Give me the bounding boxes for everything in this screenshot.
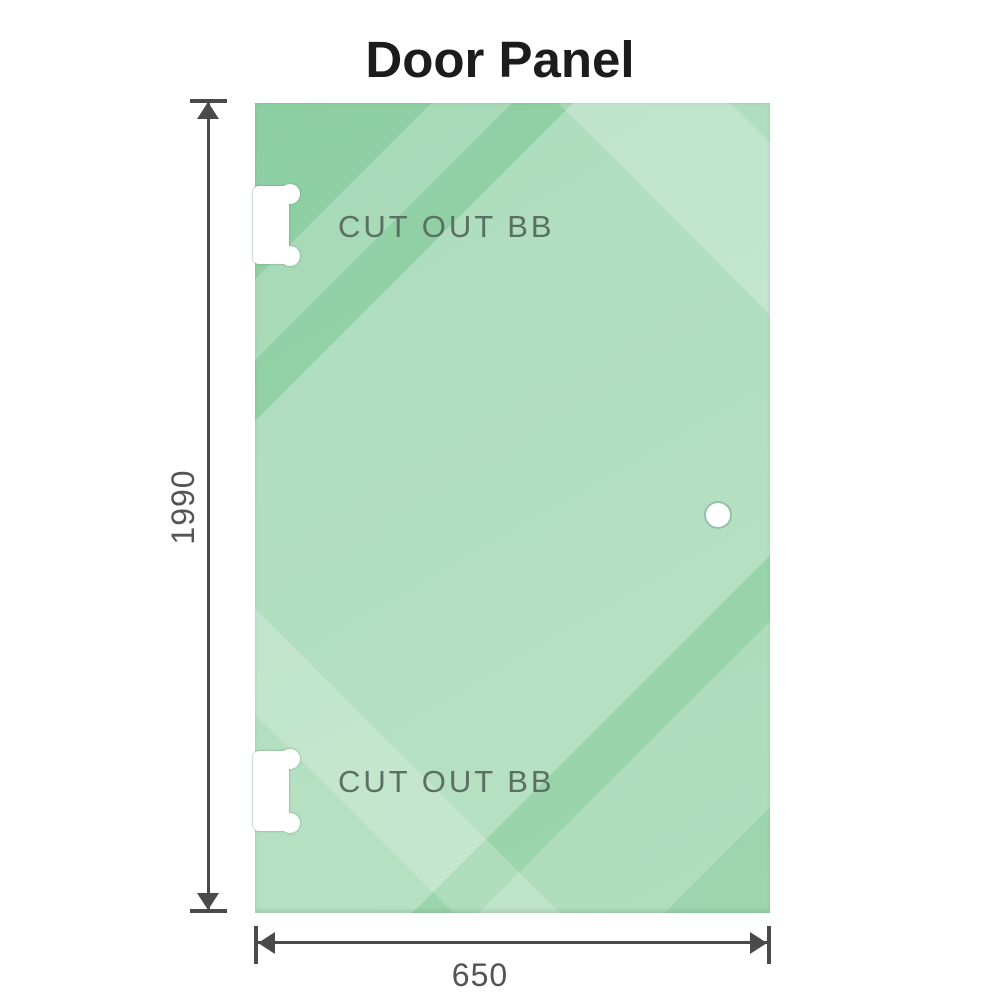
arrow-right-icon <box>750 932 767 954</box>
dimension-line <box>257 941 768 944</box>
dimension-end-tick <box>190 909 227 913</box>
arrow-left-icon <box>258 932 275 954</box>
width-dimension-label: 650 <box>451 957 509 993</box>
cutout-drill-lobe <box>280 813 300 833</box>
arrow-up-icon <box>197 102 219 119</box>
height-dimension-label: 1990 <box>165 469 201 545</box>
dimension-end-tick <box>767 926 771 964</box>
dimension-end-tick <box>254 926 258 964</box>
dimension-line <box>207 101 210 911</box>
cutout-label-top: CUT OUT BB <box>338 209 555 244</box>
cutout-drill-lobe <box>280 749 300 769</box>
arrow-down-icon <box>197 893 219 910</box>
cutout-label-bottom: CUT OUT BB <box>338 764 555 799</box>
glass-panel <box>255 103 770 913</box>
cutout-drill-lobe <box>280 246 300 266</box>
page-title: Door Panel <box>365 31 635 88</box>
handle-hole <box>706 503 730 527</box>
cutout-drill-lobe <box>280 184 300 204</box>
